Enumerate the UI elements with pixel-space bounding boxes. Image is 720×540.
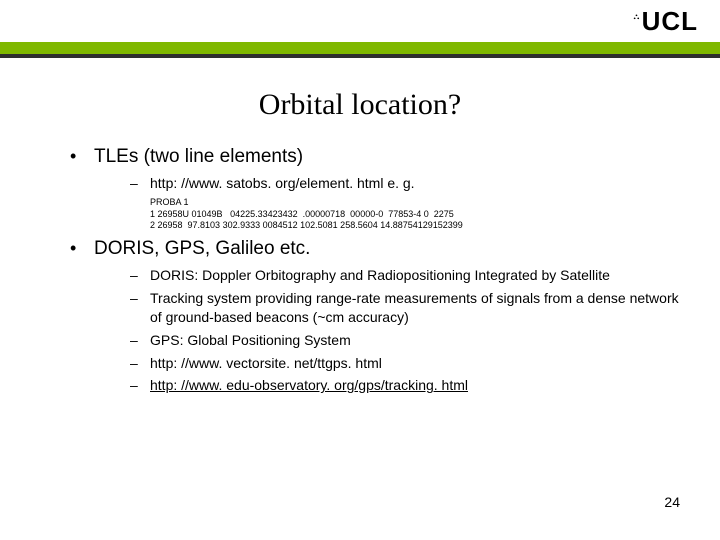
bullet-list: TLEs (two line elements) http: //www. sa… xyxy=(40,146,680,395)
vectorsite-link: http: //www. vectorsite. net/ttgps. html xyxy=(130,354,680,373)
bullet-tles-text: TLEs (two line elements) xyxy=(94,146,303,167)
header-green-bar xyxy=(0,42,720,54)
doris-desc: DORIS: Doppler Orbitography and Radiopos… xyxy=(130,266,680,285)
tles-sublist: http: //www. satobs. org/element. html e… xyxy=(94,174,680,193)
tle-line-1: PROBA 1 xyxy=(150,197,189,207)
tles-url: http: //www. satobs. org/element. html e… xyxy=(130,174,680,193)
bullet-doris-text: DORIS, GPS, Galileo etc. xyxy=(94,238,310,259)
doris-sublist: DORIS: Doppler Orbitography and Radiopos… xyxy=(94,266,680,395)
eduobs-link-text: http: //www. edu-observatory. org/gps/tr… xyxy=(150,377,468,393)
tle-line-2: 1 26958U 01049B 04225.33423432 .00000718… xyxy=(150,209,454,219)
header-band: ⛬ UCL xyxy=(0,0,720,58)
eduobs-link: http: //www. edu-observatory. org/gps/tr… xyxy=(130,376,680,395)
ucl-logo: ⛬ UCL xyxy=(634,6,698,37)
page-number: 24 xyxy=(664,494,680,510)
slide-title: Orbital location? xyxy=(40,88,680,122)
tracking-desc: Tracking system providing range-rate mea… xyxy=(130,289,680,327)
tle-line-3: 2 26958 97.8103 302.9333 0084512 102.508… xyxy=(150,220,463,230)
logo-text: UCL xyxy=(642,6,698,37)
slide-content: Orbital location? TLEs (two line element… xyxy=(0,58,720,395)
gps-desc: GPS: Global Positioning System xyxy=(130,331,680,350)
header-shadow xyxy=(0,54,720,58)
header-top: ⛬ UCL xyxy=(0,0,720,42)
tle-data-block: PROBA 1 1 26958U 01049B 04225.33423432 .… xyxy=(150,197,680,232)
logo-portico-icon: ⛬ xyxy=(634,12,640,20)
bullet-doris: DORIS, GPS, Galileo etc. DORIS: Doppler … xyxy=(70,238,680,395)
bullet-tles: TLEs (two line elements) http: //www. sa… xyxy=(70,146,680,232)
